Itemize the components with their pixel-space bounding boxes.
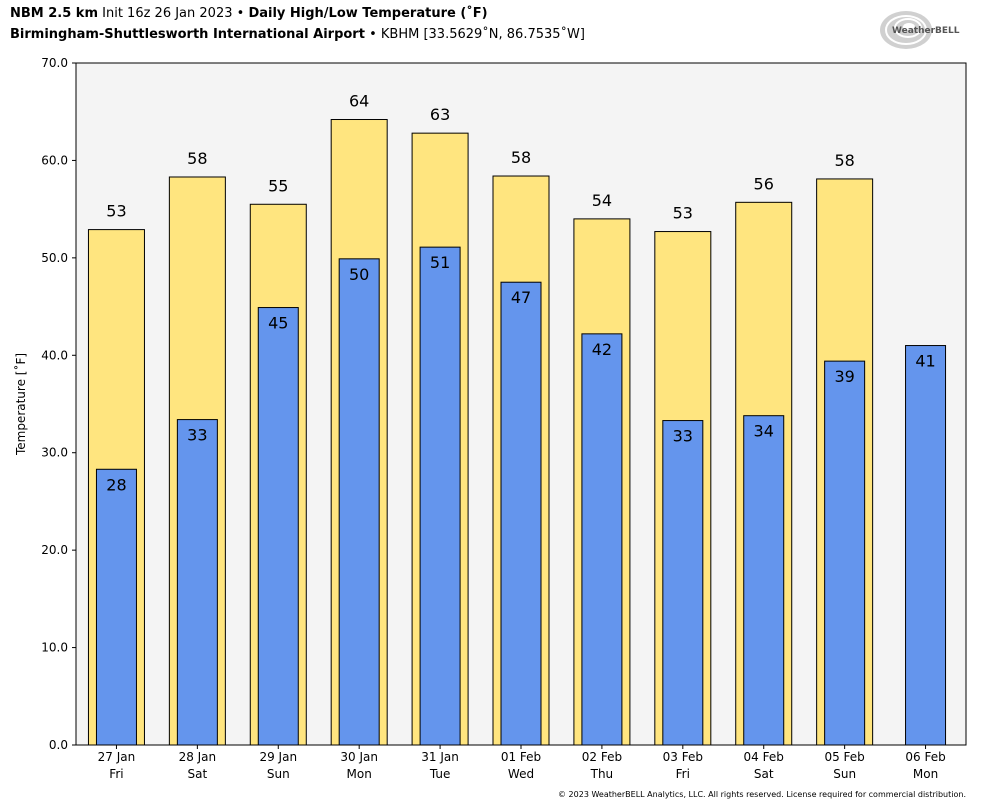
x-tick-weekday: Sun <box>833 767 856 781</box>
low-temp-label: 50 <box>349 265 369 284</box>
low-temp-bar <box>419 246 461 746</box>
x-tick-weekday: Sat <box>188 767 208 781</box>
low-temp-label: 41 <box>915 352 935 371</box>
x-tick-weekday: Sat <box>754 767 774 781</box>
subtitle-separator: • <box>369 27 377 42</box>
init-time: Init 16z 26 Jan 2023 <box>102 6 233 21</box>
logo-text: WeatherBELL <box>892 26 960 36</box>
low-temp-label: 33 <box>673 427 693 446</box>
x-tick-weekday: Fri <box>109 767 123 781</box>
y-tick-label: 50.0 <box>41 251 68 265</box>
y-tick-label: 40.0 <box>41 348 68 362</box>
x-tick-date: 29 Jan <box>259 750 297 764</box>
product-name: Daily High/Low Temperature (˚F) <box>248 6 488 21</box>
chart-subtitle: Birmingham-Shuttlesworth International A… <box>10 27 585 42</box>
x-tick-date: 05 Feb <box>824 750 864 764</box>
low-temp-label: 33 <box>187 426 207 445</box>
model-name: NBM 2.5 km <box>10 6 98 21</box>
y-tick-label: 70.0 <box>41 56 68 70</box>
x-tick-date: 31 Jan <box>421 750 459 764</box>
low-temp-bar <box>662 420 704 746</box>
y-tick-label: 30.0 <box>41 446 68 460</box>
low-temp-bar <box>500 281 542 746</box>
high-temp-label: 58 <box>187 149 207 168</box>
low-temp-label: 39 <box>834 367 854 386</box>
low-temp-label: 45 <box>268 314 288 333</box>
y-tick-label: 0.0 <box>49 738 68 752</box>
y-tick-label: 60.0 <box>41 153 68 167</box>
low-temp-bar <box>257 307 299 746</box>
x-tick-date: 28 Jan <box>179 750 217 764</box>
low-temp-bar <box>176 419 218 746</box>
low-temp-label: 51 <box>430 253 450 272</box>
high-temp-label: 58 <box>834 151 854 170</box>
high-temp-label: 58 <box>511 148 531 167</box>
high-temp-label: 55 <box>268 176 288 195</box>
low-temp-label: 28 <box>106 475 126 494</box>
x-tick-date: 03 Feb <box>663 750 703 764</box>
x-tick-date: 02 Feb <box>582 750 622 764</box>
low-temp-bar <box>743 415 785 746</box>
low-temp-bar <box>824 360 866 746</box>
weatherbell-logo-icon: WeatherBELL <box>880 11 960 49</box>
y-tick-label: 20.0 <box>41 543 68 557</box>
plot-frame <box>75 62 967 746</box>
x-tick-date: 01 Feb <box>501 750 541 764</box>
x-tick-weekday: Wed <box>508 767 534 781</box>
x-tick-weekday: Mon <box>913 767 938 781</box>
x-tick-date: 30 Jan <box>340 750 378 764</box>
x-tick-date: 27 Jan <box>98 750 136 764</box>
low-temp-label: 42 <box>592 340 612 359</box>
low-temp-bar <box>905 345 947 746</box>
low-temp-bar <box>95 468 137 746</box>
y-tick-label: 10.0 <box>41 641 68 655</box>
copyright-notice: © 2023 WeatherBELL Analytics, LLC. All r… <box>558 790 966 799</box>
high-temp-label: 64 <box>349 92 369 111</box>
x-tick-weekday: Sun <box>267 767 290 781</box>
y-axis-label: Temperature [˚F] <box>13 353 28 456</box>
high-temp-label: 63 <box>430 105 450 124</box>
x-tick-date: 06 Feb <box>905 750 945 764</box>
low-temp-bar <box>581 333 623 746</box>
low-temp-label: 34 <box>754 422 774 441</box>
x-tick-weekday: Fri <box>676 767 690 781</box>
title-separator: • <box>236 6 245 21</box>
high-temp-label: 53 <box>673 204 693 223</box>
x-tick-weekday: Tue <box>429 767 451 781</box>
high-temp-label: 54 <box>592 191 612 210</box>
high-temp-label: 53 <box>106 202 126 221</box>
low-temp-label: 47 <box>511 288 531 307</box>
x-tick-weekday: Thu <box>590 767 614 781</box>
high-temp-label: 56 <box>754 174 774 193</box>
x-tick-date: 04 Feb <box>744 750 784 764</box>
x-tick-weekday: Mon <box>347 767 372 781</box>
station-info: KBHM [33.5629˚N, 86.7535˚W] <box>380 27 585 42</box>
low-temp-bar <box>338 258 380 746</box>
station-name: Birmingham-Shuttlesworth International A… <box>10 27 365 42</box>
chart-title: NBM 2.5 km Init 16z 26 Jan 2023 • Daily … <box>10 6 488 21</box>
